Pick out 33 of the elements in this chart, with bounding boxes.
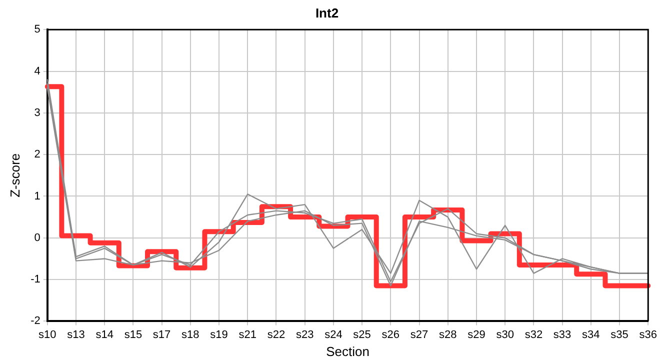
x-tick-label: s15 [124, 328, 142, 341]
x-tick-label: s30 [496, 328, 514, 341]
y-tick-label: 4 [34, 65, 40, 78]
x-tick-label: s28 [439, 328, 457, 341]
x-tick-label: s35 [610, 328, 628, 341]
y-tick-label: -2 [30, 315, 40, 328]
x-tick-label: s33 [553, 328, 572, 341]
y-tick-label: 5 [34, 24, 40, 36]
x-tick-label: s25 [353, 328, 371, 341]
y-tick-label: 2 [34, 148, 40, 161]
x-tick-label: s29 [468, 328, 486, 341]
x-tick-label: s36 [639, 328, 658, 341]
x-tick-label: s17 [152, 328, 171, 341]
x-tick-label: s14 [96, 328, 114, 341]
x-tick-label: s24 [324, 328, 342, 341]
x-tick-label: s13 [67, 328, 85, 341]
y-tick-label: 0 [34, 232, 40, 244]
y-axis-title: Z-score [7, 153, 22, 198]
x-tick-label: s18 [182, 328, 200, 341]
y-tick-label: 1 [34, 190, 40, 202]
x-tick-label: s19 [210, 328, 228, 341]
x-tick-label: s23 [296, 328, 314, 341]
x-tick-label: s27 [410, 328, 428, 341]
x-tick-label: s34 [582, 328, 600, 341]
x-tick-label: s10 [38, 328, 56, 341]
x-tick-label: s21 [238, 328, 257, 341]
x-axis-title: Section [326, 344, 370, 359]
y-tick-label: 3 [34, 106, 40, 119]
y-tick-label: -1 [30, 274, 40, 286]
x-tick-label: s22 [267, 328, 286, 341]
x-tick-label: s32 [524, 328, 543, 341]
chart-title: Int2 [315, 5, 339, 20]
x-tick-label: s26 [382, 328, 400, 341]
